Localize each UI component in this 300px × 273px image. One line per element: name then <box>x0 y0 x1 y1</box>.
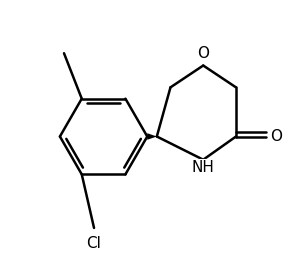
Text: O: O <box>270 129 282 144</box>
Text: Cl: Cl <box>87 236 101 251</box>
Text: O: O <box>197 46 209 61</box>
Text: NH: NH <box>192 160 215 175</box>
Polygon shape <box>147 133 157 140</box>
